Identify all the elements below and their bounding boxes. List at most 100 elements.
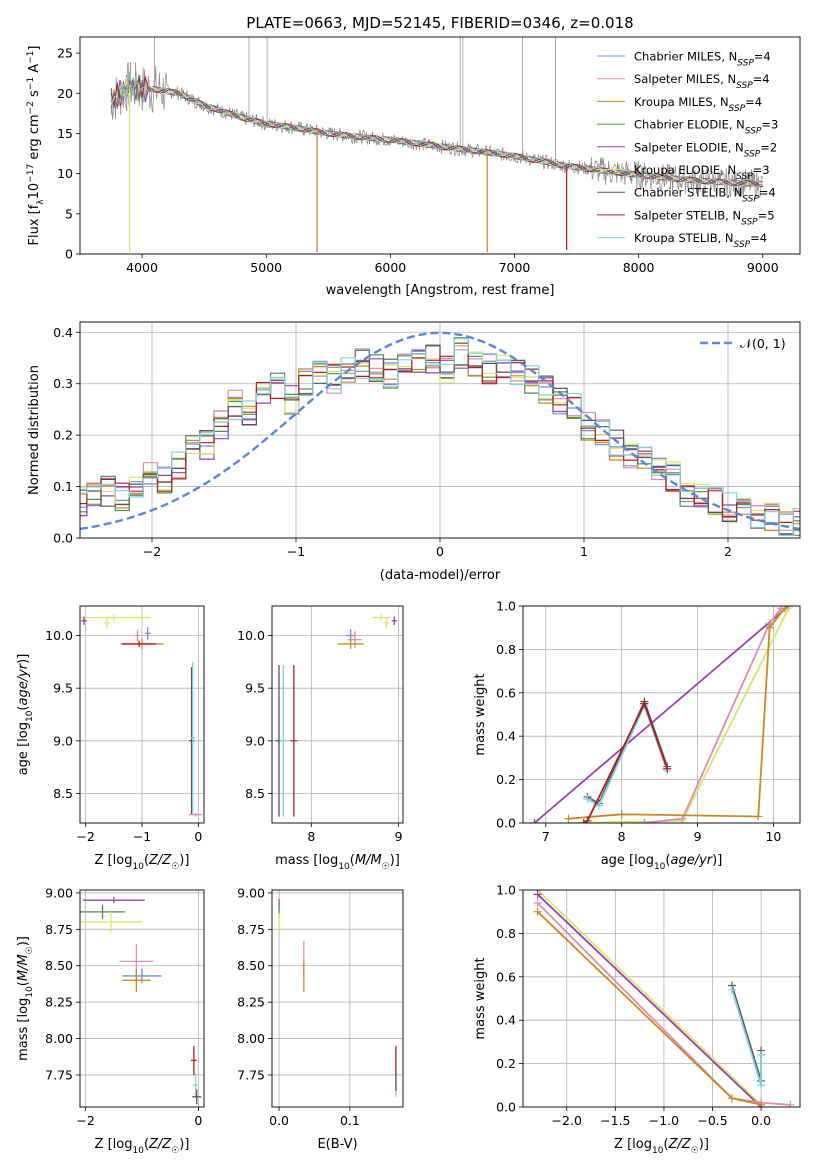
model-chabrier-stelib [110, 75, 763, 187]
model-salpeter-stelib [110, 76, 763, 188]
y-axis-label: Normed distribution [27, 365, 42, 495]
weight-lines [530, 606, 793, 823]
weight-marker [663, 764, 672, 773]
legend-label: Chabrier STELIB, NSSP=4 [634, 186, 776, 205]
y-tick-label: 0.2 [496, 772, 516, 787]
x-axis-label: age [log10(age/yr)] [601, 853, 723, 872]
legend: Chabrier MILES, NSSP=4 Salpeter MILES, NS… [597, 50, 778, 250]
x-tick-label: −2 [143, 544, 161, 559]
y-tick-label: 1.0 [496, 883, 516, 898]
legend-label: Salpeter STELIB, NSSP=5 [634, 208, 775, 227]
y-axis-label: mass weight [473, 673, 488, 755]
x-tick-label: 4000 [126, 260, 158, 275]
x-axis-label: Z [log10(Z/Z☉)] [614, 1137, 709, 1156]
axes-frame [522, 889, 801, 1108]
figure-title: PLATE=0663, MJD=52145, FIBERID=0346, z=0… [246, 14, 633, 32]
legend-label: Chabrier MILES, NSSP=4 [634, 50, 771, 69]
y-tick-label: 0.0 [496, 816, 516, 831]
legend-label: Kroupa ELODIE, NSSP=3 [634, 163, 770, 182]
weight-marker [533, 890, 542, 899]
legend-label: Salpeter ELODIE, NSSP=2 [634, 140, 777, 159]
x-tick-label: −2 [76, 829, 94, 844]
x-tick-label: 10 [765, 829, 781, 844]
weight-marker [757, 1050, 766, 1059]
y-tick-label: 8.75 [237, 922, 265, 937]
weight-marker [583, 816, 592, 823]
y-tick-label: 9.0 [245, 733, 265, 748]
x-tick-label: 0.0 [269, 1113, 289, 1128]
weight-lines [533, 890, 795, 1107]
error-bars [275, 614, 397, 817]
legend-label: 𝒩(0, 1) [740, 336, 786, 351]
x-tick-label: 0.0 [751, 1113, 771, 1128]
weight-marker [564, 814, 573, 823]
weight-marker [594, 801, 603, 810]
y-tick-label: 8.25 [237, 995, 265, 1010]
weight-marker [780, 606, 789, 613]
axes-frame [271, 605, 404, 824]
y-tick-label: 8.00 [237, 1031, 265, 1046]
y-axis-label: age [log10(age/yr)] [16, 654, 35, 776]
x-tick-label: −1.5 [600, 1113, 630, 1128]
weight-marker [757, 1100, 766, 1107]
gridlines [272, 606, 403, 823]
weight-line-kroupa-miles [568, 607, 786, 820]
x-axis-label: Z [log10(Z/Z☉)] [95, 1137, 190, 1156]
axes-frame [79, 605, 205, 824]
y-tick-label: 9.0 [53, 733, 73, 748]
panel-mass-vs-Z: −2 0 7.75 8.00 8.25 8.50 8.75 9.00 Z [log10(Z/Z☉… [16, 885, 205, 1156]
panel-spectrum: 4000 5000 6000 7000 8000 9000 0 5 10 15 20 25 wavele… [26, 36, 801, 298]
weight-marker [754, 812, 763, 821]
panel-age-vs-mass: 8 9 8.5 9.0 9.5 10.0 mass [log10(M/M☉)] [237, 605, 404, 872]
y-tick-label: 0 [65, 247, 73, 262]
model-kroupa-stelib [110, 72, 764, 188]
x-tick-label: 2 [724, 544, 732, 559]
y-tick-label: 8.50 [45, 958, 73, 973]
spectrum-lines [110, 37, 764, 253]
y-tick-label: 5 [65, 206, 73, 221]
weight-marker [727, 985, 736, 994]
weight-line-salpeter-miles [644, 607, 782, 823]
weight-marker [533, 907, 542, 916]
weight-marker [617, 810, 626, 819]
axes-frame [79, 36, 801, 255]
weight-line-chabrier-stelib [587, 699, 669, 805]
y-tick-label: 8.25 [45, 995, 73, 1010]
y-tick-label: 0.4 [496, 729, 516, 744]
histograms [80, 331, 800, 536]
y-axis-label: Flux [fλ10−17 erg cm−2 s−1 A−1] [26, 46, 46, 246]
x-tick-label: −1 [287, 544, 305, 559]
gridlines [80, 606, 204, 823]
y-tick-label: 0.8 [496, 926, 516, 941]
y-tick-label: 8.5 [245, 786, 265, 801]
x-tick-label: 9 [694, 829, 702, 844]
legend-label: Kroupa STELIB, NSSP=4 [634, 231, 767, 250]
weight-marker [757, 1081, 766, 1090]
x-tick-label: 5000 [250, 260, 282, 275]
weight-line-salpeter-elodie [536, 893, 762, 1107]
y-tick-label: 0.6 [496, 685, 516, 700]
histogram-kroupa-stelib [80, 338, 800, 536]
y-tick-label: 8.5 [53, 786, 73, 801]
x-tick-label: 9000 [747, 260, 779, 275]
y-tick-label: 9.5 [53, 681, 73, 696]
x-tick-label: 0 [436, 544, 444, 559]
y-axis-label: mass weight [473, 957, 488, 1039]
y-tick-label: 0.0 [53, 531, 73, 546]
weight-line-kroupa-stelib [731, 989, 762, 1086]
x-tick-label: 0.1 [340, 1113, 360, 1128]
x-axis-label: wavelength [Angstrom, rest frame] [326, 283, 555, 298]
x-tick-label: 8000 [623, 260, 655, 275]
y-tick-label: 8.00 [45, 1031, 73, 1046]
x-axis-label: mass [log10(M/M☉)] [275, 853, 400, 872]
legend-label: Chabrier ELODIE, NSSP=3 [634, 118, 778, 137]
weight-marker [765, 623, 774, 632]
weight-line-chabrier-stelib [731, 985, 762, 1082]
x-tick-label: 0 [194, 1113, 202, 1128]
y-tick-label: 10 [57, 166, 73, 181]
legend-label: Kroupa MILES, NSSP=4 [634, 95, 762, 114]
gridlines [80, 890, 204, 1107]
x-tick-label: 0 [194, 829, 202, 844]
x-axis-label: E(B-V) [317, 1137, 357, 1152]
